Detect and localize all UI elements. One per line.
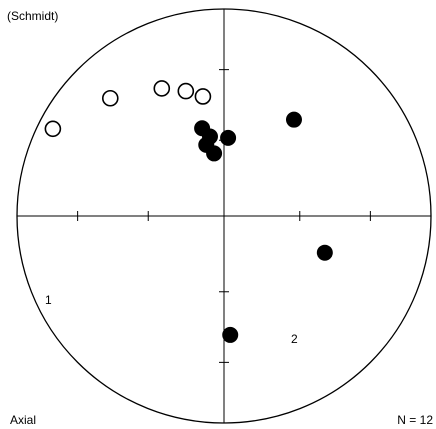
filled-point xyxy=(206,145,223,162)
data-points xyxy=(44,80,333,343)
open-point xyxy=(44,120,62,138)
region-label-1: 1 xyxy=(45,293,52,307)
filled-point xyxy=(220,129,237,146)
filled-point xyxy=(316,244,333,261)
stereonet-frame xyxy=(16,8,432,424)
filled-point xyxy=(285,111,302,128)
count-label: N = 12 xyxy=(397,413,433,427)
filled-point xyxy=(222,326,239,343)
region-label-2: 2 xyxy=(291,332,298,346)
open-point xyxy=(194,88,212,105)
projection-label: (Schmidt) xyxy=(7,9,58,23)
open-point xyxy=(177,82,195,100)
open-point xyxy=(101,89,119,107)
region-label-3: 3 xyxy=(200,124,207,138)
plot-type-label: Axial xyxy=(10,413,36,427)
open-point xyxy=(153,80,171,97)
